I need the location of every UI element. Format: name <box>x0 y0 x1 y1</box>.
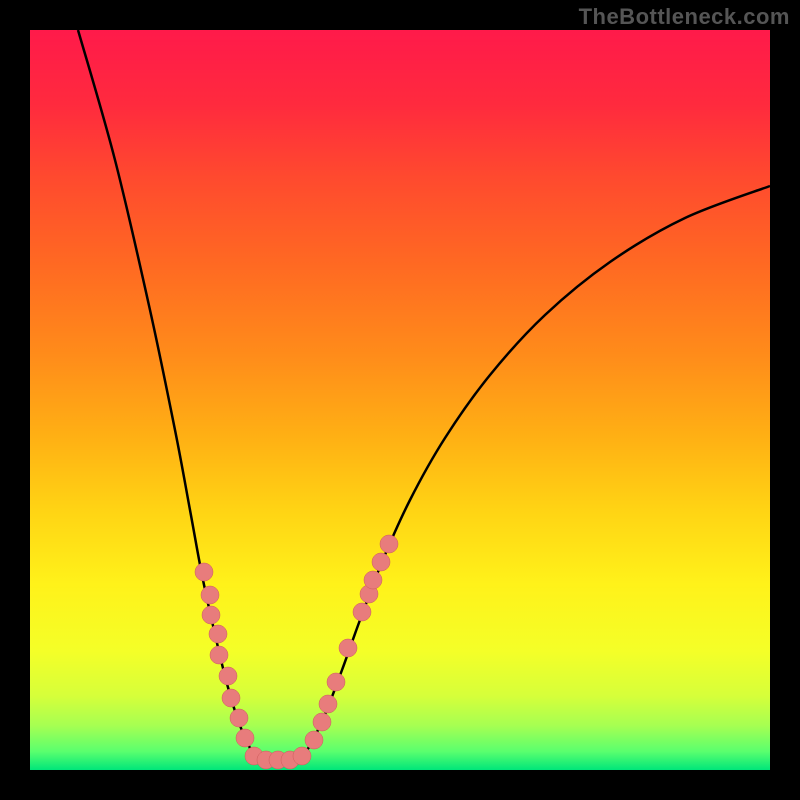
marker-right <box>319 695 337 713</box>
plot-background <box>30 30 770 770</box>
marker-bottom <box>293 747 311 765</box>
bottleneck-chart <box>0 0 800 800</box>
marker-right <box>305 731 323 749</box>
marker-left <box>222 689 240 707</box>
marker-right <box>364 571 382 589</box>
marker-left <box>209 625 227 643</box>
marker-right <box>313 713 331 731</box>
marker-left <box>236 729 254 747</box>
marker-right <box>372 553 390 571</box>
watermark-text: TheBottleneck.com <box>579 4 790 30</box>
marker-left <box>202 606 220 624</box>
marker-right <box>327 673 345 691</box>
marker-left <box>201 586 219 604</box>
marker-right <box>380 535 398 553</box>
marker-left <box>230 709 248 727</box>
marker-left <box>210 646 228 664</box>
marker-left <box>195 563 213 581</box>
marker-right <box>353 603 371 621</box>
marker-right <box>339 639 357 657</box>
marker-left <box>219 667 237 685</box>
